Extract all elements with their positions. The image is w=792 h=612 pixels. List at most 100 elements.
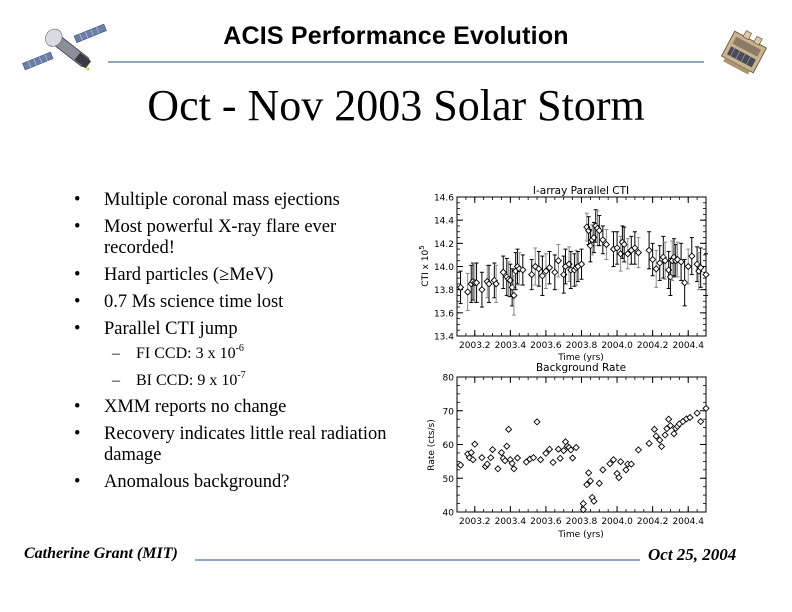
header-divider (108, 61, 704, 63)
data-point (572, 443, 580, 452)
data-point (478, 454, 486, 462)
y-tick-label: 14.0 (434, 263, 454, 273)
data-point (469, 456, 477, 464)
data-point (483, 460, 491, 468)
data-point (579, 506, 587, 514)
x-tick-label: 2003.2 (459, 341, 491, 351)
data-point (536, 456, 545, 464)
data-point (499, 268, 507, 276)
y-tick-label: 80 (443, 374, 455, 384)
sub-bullet-mark: – (112, 372, 120, 389)
data-point (702, 404, 710, 413)
data-point (510, 465, 518, 473)
data-point (513, 454, 522, 462)
data-point (677, 258, 685, 266)
data-point (624, 250, 632, 258)
x-axis-label: Time (yrs) (557, 353, 604, 363)
data-point (542, 267, 550, 275)
slide-title: Oct - Nov 2003 Solar Storm (147, 81, 645, 130)
data-point (613, 244, 621, 252)
y-tick-label: 13.8 (434, 286, 454, 296)
data-point (519, 266, 527, 274)
footer-author: Catherine Grant (MIT) (24, 545, 178, 562)
data-point (684, 262, 692, 271)
y-tick-label: 70 (443, 407, 455, 417)
y-tick-label: 50 (443, 475, 455, 485)
data-point (551, 268, 559, 276)
data-point (693, 409, 701, 417)
data-point (688, 252, 696, 260)
data-point (508, 459, 516, 468)
data-point (529, 454, 538, 462)
x-tick-label: 2003.4 (495, 517, 527, 527)
footer-date: Oct 25, 2004 (648, 545, 737, 564)
data-point (661, 257, 669, 265)
y-tick-label: 14.2 (434, 240, 454, 250)
data-point (554, 257, 563, 265)
y-tick-label: 40 (443, 509, 455, 519)
data-point (697, 417, 705, 426)
data-point (616, 458, 625, 466)
data-point (620, 240, 628, 249)
bullet-mark: • (74, 424, 81, 444)
data-point (652, 432, 660, 440)
x-tick-label: 2004.2 (637, 341, 669, 351)
bullet-item: • Multiple coronal mass ejections (72, 190, 402, 211)
bullet-mark: • (74, 292, 81, 312)
bullet-item: • 0.7 Ms science time lost (72, 292, 402, 313)
data-point (579, 499, 587, 508)
data-point (697, 264, 705, 272)
data-point (609, 456, 618, 464)
data-point (595, 226, 603, 235)
data-point (645, 246, 653, 254)
bullet-text: Recovery indicates little real radiation… (104, 424, 387, 465)
data-point (545, 445, 554, 453)
data-point (661, 431, 669, 439)
data-point (702, 270, 710, 279)
y-tick-label: 13.4 (434, 333, 454, 343)
y-tick-label: 60 (443, 441, 455, 451)
sub-bullet-item: – BI CCD: 9 x 10-7 (72, 370, 402, 391)
chart-title: I-array Parallel CTI (533, 185, 629, 197)
data-point (494, 465, 502, 473)
bullet-mark: • (74, 265, 81, 285)
chart-title: Background Rate (536, 362, 626, 374)
data-point (504, 425, 513, 433)
data-point (545, 264, 554, 272)
data-point (560, 446, 568, 455)
data-point (456, 461, 465, 469)
bullet-text: Anomalous background? (104, 472, 290, 492)
y-axis-label-text: CTI x 10 (421, 249, 431, 286)
data-point (584, 469, 593, 477)
data-point (595, 479, 603, 487)
x-axis-label: Time (yrs) (557, 530, 604, 540)
bullet-item: • Most powerful X-ray flare ever recorded… (72, 217, 402, 259)
data-point (649, 255, 657, 264)
bullet-list: • Multiple coronal mass ejections • Most p… (72, 190, 402, 499)
data-point (478, 286, 486, 294)
plot-frame (456, 376, 707, 513)
x-tick-label: 2004.0 (601, 517, 633, 527)
data-point (656, 436, 664, 444)
x-tick-label: 2004.4 (672, 341, 704, 351)
footer-divider (195, 559, 640, 561)
x-tick-label: 2003.6 (530, 341, 562, 351)
bullet-item: • Recovery indicates little real radiatio… (72, 424, 402, 466)
data-point (606, 460, 614, 468)
bullet-mark: • (74, 217, 81, 237)
x-tick-label: 2003.8 (566, 341, 598, 351)
data-point (497, 448, 506, 457)
chandra-satellite-icon (18, 20, 114, 76)
y-tick-label: 13.6 (434, 309, 454, 319)
y-axis-label-exponent: 5 (418, 245, 426, 249)
x-tick-label: 2004.2 (637, 517, 669, 527)
data-point (645, 439, 653, 448)
data-point (583, 481, 591, 489)
data-point (670, 430, 678, 438)
data-point (488, 445, 497, 454)
bullet-item: • Parallel CTI jump (72, 319, 402, 340)
sub-bullet-mark: – (112, 345, 120, 362)
data-point (568, 454, 577, 462)
data-point (577, 260, 586, 268)
